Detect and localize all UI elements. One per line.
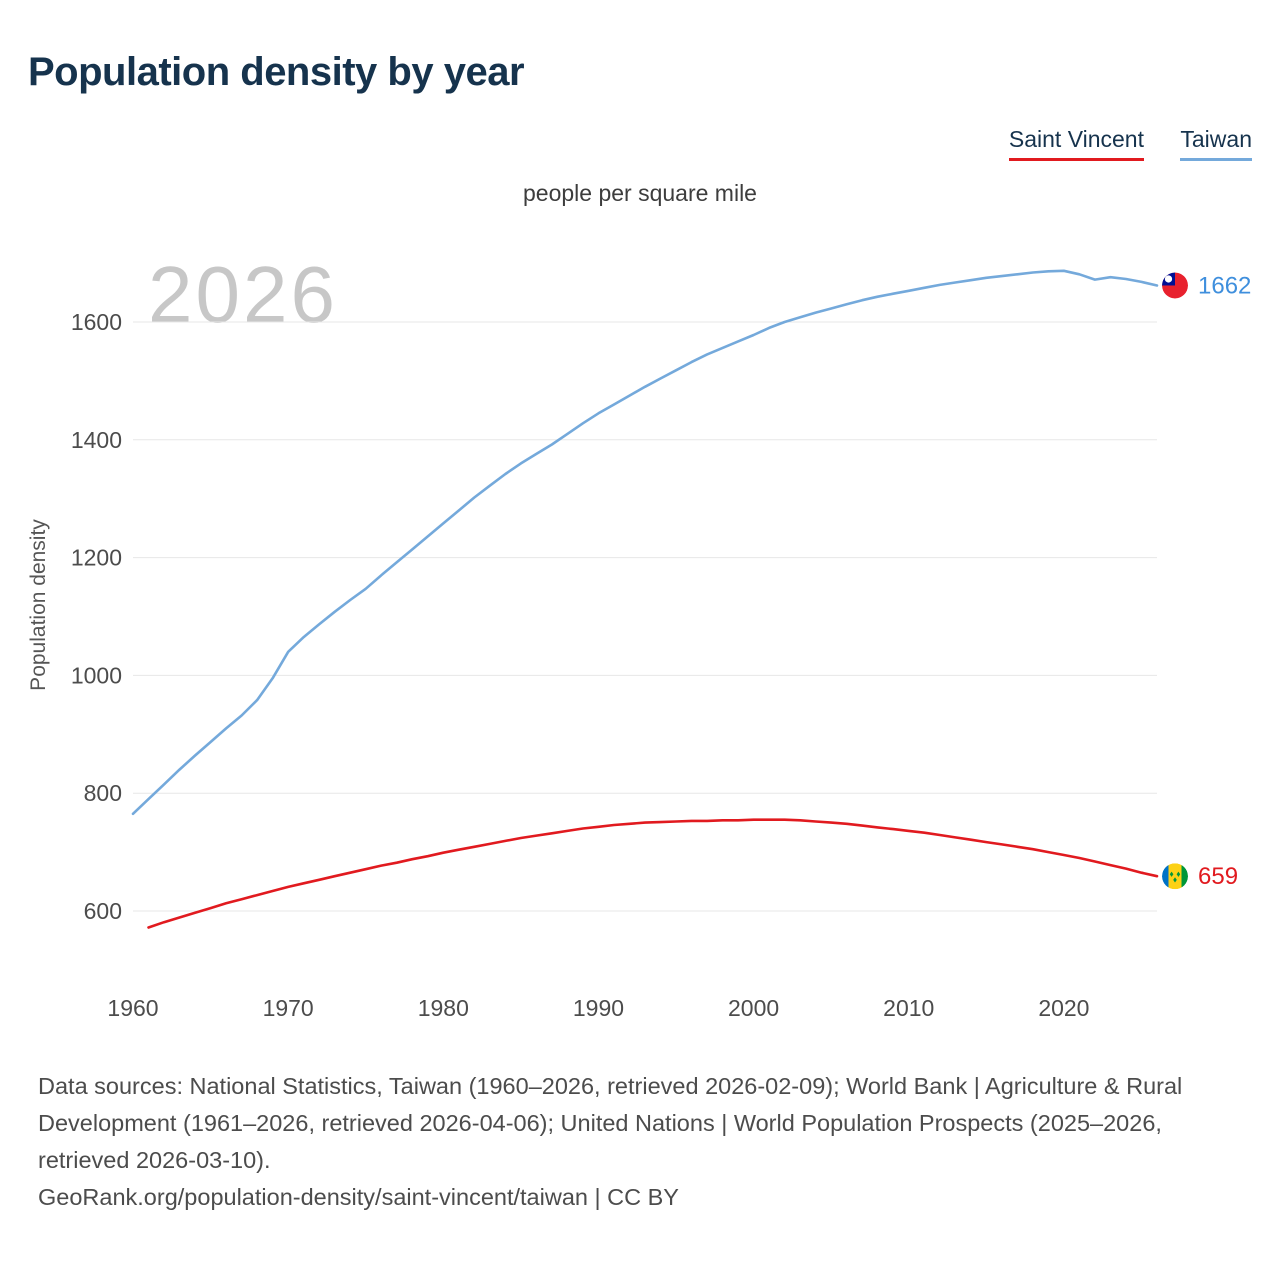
x-tick-label: 1970 [263, 995, 314, 1021]
y-axis-title: Population density [27, 519, 50, 691]
y-tick-label: 1000 [71, 662, 122, 688]
page-title: Population density by year [28, 50, 525, 94]
footer: Data sources: National Statistics, Taiwa… [38, 1068, 1198, 1216]
y-tick-label: 600 [84, 898, 122, 924]
legend-item-taiwan[interactable]: Taiwan [1180, 126, 1252, 161]
x-tick-label: 2020 [1038, 995, 1089, 1021]
saint-vincent-flag-icon [1162, 863, 1188, 890]
end-value-saint-vincent: 659 [1198, 863, 1238, 890]
line-saint-vincent [147, 818, 1159, 929]
data-sources-text: Data sources: National Statistics, Taiwa… [38, 1073, 1183, 1173]
x-tick-label: 1960 [107, 995, 158, 1021]
legend-item-saint-vincent[interactable]: Saint Vincent [1008, 126, 1144, 161]
line-taiwan [131, 269, 1159, 816]
unit-label: people per square mile [523, 180, 757, 206]
end-value-taiwan: 1662 [1198, 272, 1251, 299]
watermark-year: 2026 [148, 250, 338, 339]
y-tick-label: 1400 [71, 427, 122, 453]
x-tick-label: 2000 [728, 995, 779, 1021]
x-tick-label: 1980 [418, 995, 469, 1021]
legend: Saint Vincent Taiwan [979, 126, 1252, 161]
y-tick-label: 800 [84, 780, 122, 806]
flag-ring [1160, 861, 1190, 892]
taiwan-flag-icon [1162, 272, 1188, 299]
y-tick-label: 1600 [71, 309, 122, 335]
y-tick-label: 1200 [71, 545, 122, 571]
x-tick-label: 1990 [573, 995, 624, 1021]
x-tick-label: 2010 [883, 995, 934, 1021]
georank-link[interactable]: GeoRank.org/population-density/saint-vin… [38, 1184, 679, 1210]
flag-ring [1160, 270, 1190, 301]
